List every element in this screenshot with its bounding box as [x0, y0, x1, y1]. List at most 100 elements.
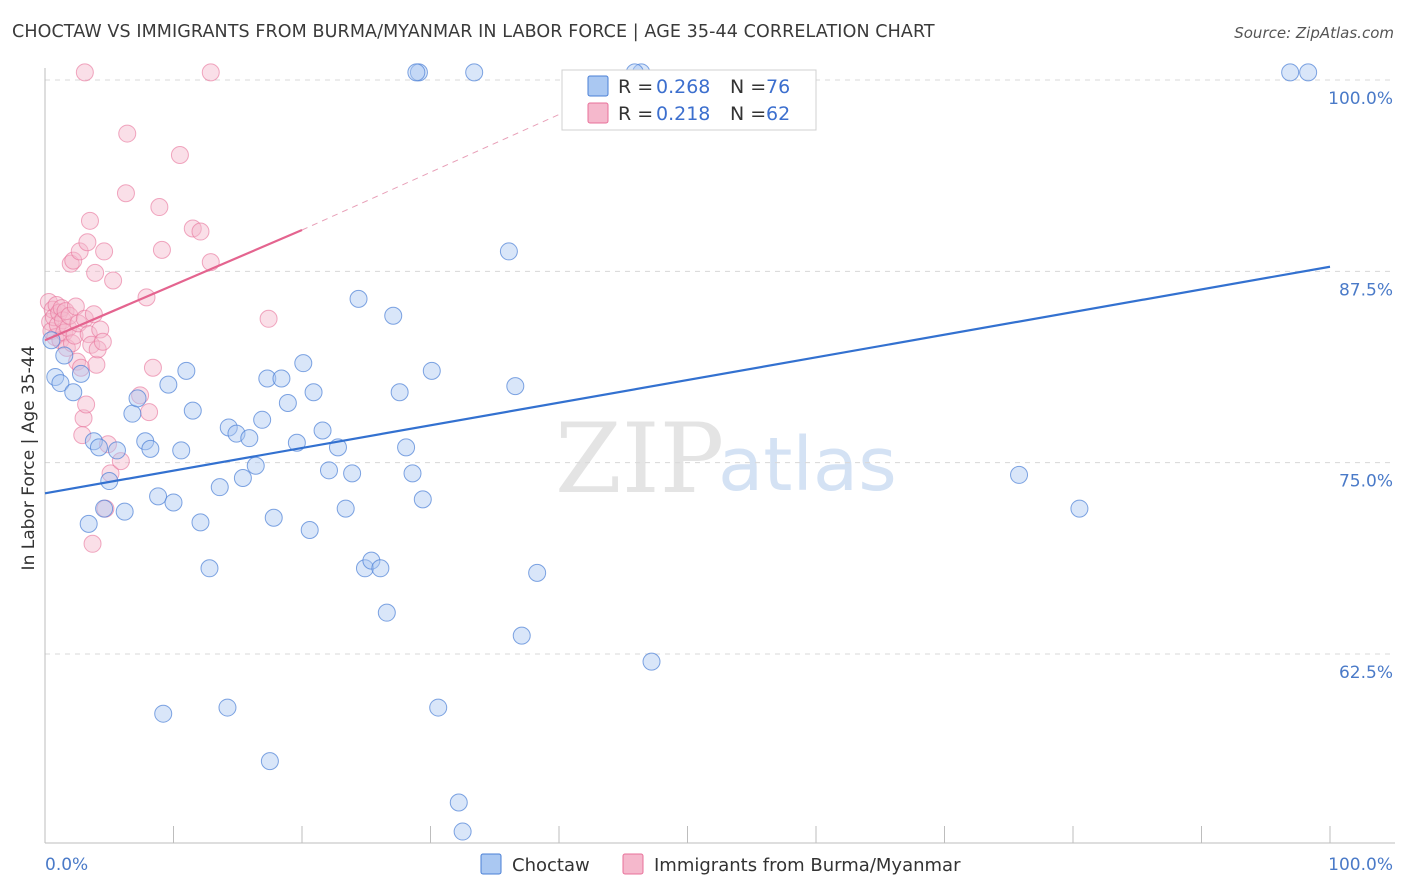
y-tick-label: 100.0%: [1328, 89, 1393, 109]
burma-point: [143, 358, 162, 377]
choctaw-point: [278, 393, 297, 412]
watermark-atlas: atlas: [718, 422, 897, 508]
y-tick-label: 62.5%: [1339, 663, 1393, 683]
tick-labels: 62.5% 75.0% 87.5% 100.0% 0.0% 100.0%: [45, 89, 1393, 875]
burma-point: [86, 263, 105, 282]
burma-point: [75, 63, 94, 82]
choctaw-point: [1070, 499, 1089, 518]
legend-r-value-choctaw: 0.268: [656, 76, 710, 98]
choctaw-point: [499, 242, 518, 261]
burma-point: [78, 233, 97, 252]
chart-source: Source: ZipAtlas.com: [1234, 24, 1394, 42]
burma-point: [170, 146, 189, 165]
choctaw-point: [159, 375, 178, 394]
watermark-zip: ZIP: [555, 403, 724, 515]
bottom-legend-label-choctaw: Choctaw: [512, 855, 590, 876]
legend-swatch-choctaw: [587, 75, 609, 97]
burma-point: [61, 254, 80, 273]
burma-point: [140, 403, 159, 422]
burma-point: [116, 184, 135, 203]
choctaw-point: [141, 439, 160, 458]
legend-swatch-burma: [587, 102, 609, 124]
bottom-legend-swatch-choctaw: [480, 853, 502, 875]
legend-n-value-burma: 62: [766, 103, 790, 125]
bottom-legend-label-burma: Immigrants from Burma/Myanmar: [654, 855, 961, 876]
choctaw-point: [172, 441, 191, 460]
burma-point: [71, 358, 90, 377]
choctaw-point: [453, 822, 472, 841]
choctaw-point: [429, 698, 448, 717]
axes: [44, 68, 1395, 844]
burma-point: [79, 325, 98, 344]
choctaw-point: [46, 367, 65, 386]
burma-point: [64, 251, 83, 270]
choctaw-point: [191, 513, 210, 532]
legend-n-label-burma: N =: [730, 103, 766, 125]
choctaw-trend-line: [44, 265, 1331, 495]
choctaw-point: [183, 401, 202, 420]
choctaw-point: [377, 603, 396, 622]
choctaw-point: [253, 410, 272, 429]
choctaw-point: [149, 487, 168, 506]
choctaw-point: [355, 559, 374, 578]
burma-point: [131, 386, 150, 405]
choctaw-point: [397, 438, 416, 457]
choctaw-point: [304, 383, 323, 402]
choctaw-point: [123, 404, 142, 423]
choctaw-point: [349, 289, 368, 308]
choctaw-point: [390, 383, 409, 402]
burma-point: [60, 306, 79, 325]
choctaw-point: [319, 461, 338, 480]
choctaw-point: [128, 389, 147, 408]
choctaw-point: [642, 652, 661, 671]
choctaw-point: [51, 374, 70, 393]
choctaw-point: [300, 521, 319, 540]
choctaw-point: [272, 369, 291, 388]
watermark: ZIP atlas: [555, 403, 897, 515]
trend-lines: [44, 102, 1331, 495]
burma-trend-extension: [301, 102, 585, 231]
burma-point: [191, 222, 210, 241]
choctaw-point: [177, 361, 196, 380]
choctaw-point: [362, 551, 381, 570]
y-tick-label: 75.0%: [1339, 472, 1393, 492]
choctaw-point: [233, 468, 252, 487]
choctaw-point: [79, 514, 98, 533]
choctaw-point: [164, 493, 183, 512]
burma-point: [87, 355, 106, 374]
choctaw-point: [240, 429, 259, 448]
burma-point: [83, 534, 102, 553]
y-tick-label: 87.5%: [1339, 280, 1393, 300]
choctaw-point: [407, 63, 426, 82]
choctaw-point: [107, 441, 126, 460]
burma-point: [201, 63, 220, 82]
choctaw-point: [1299, 63, 1318, 82]
burma-point: [74, 409, 93, 428]
chart-title: CHOCTAW VS IMMIGRANTS FROM BURMA/MYANMAR…: [12, 22, 935, 42]
choctaw-point: [506, 377, 525, 396]
x-tick-label: 100.0%: [1328, 855, 1393, 875]
choctaw-point: [465, 63, 484, 82]
legend-box: R = 0.268 N = 76 R = 0.218 N = 62: [561, 69, 817, 131]
choctaw-point: [413, 490, 432, 509]
choctaw-points: [42, 63, 1318, 841]
choctaw-point: [528, 563, 547, 582]
choctaw-point: [154, 704, 173, 723]
choctaw-point: [218, 698, 237, 717]
burma-point: [80, 211, 99, 230]
burma-points: [39, 63, 278, 553]
choctaw-point: [403, 464, 422, 483]
burma-point: [104, 271, 123, 290]
choctaw-point: [512, 626, 531, 645]
choctaw-point: [422, 361, 441, 380]
choctaw-point: [64, 383, 83, 402]
choctaw-point: [294, 354, 313, 373]
burma-point: [70, 242, 89, 261]
choctaw-point: [200, 559, 219, 578]
choctaw-point: [313, 421, 332, 440]
choctaw-point: [1010, 465, 1029, 484]
x-tick-label: 0.0%: [45, 855, 88, 875]
legend-n-label-choctaw: N =: [730, 76, 766, 98]
choctaw-point: [260, 752, 279, 771]
